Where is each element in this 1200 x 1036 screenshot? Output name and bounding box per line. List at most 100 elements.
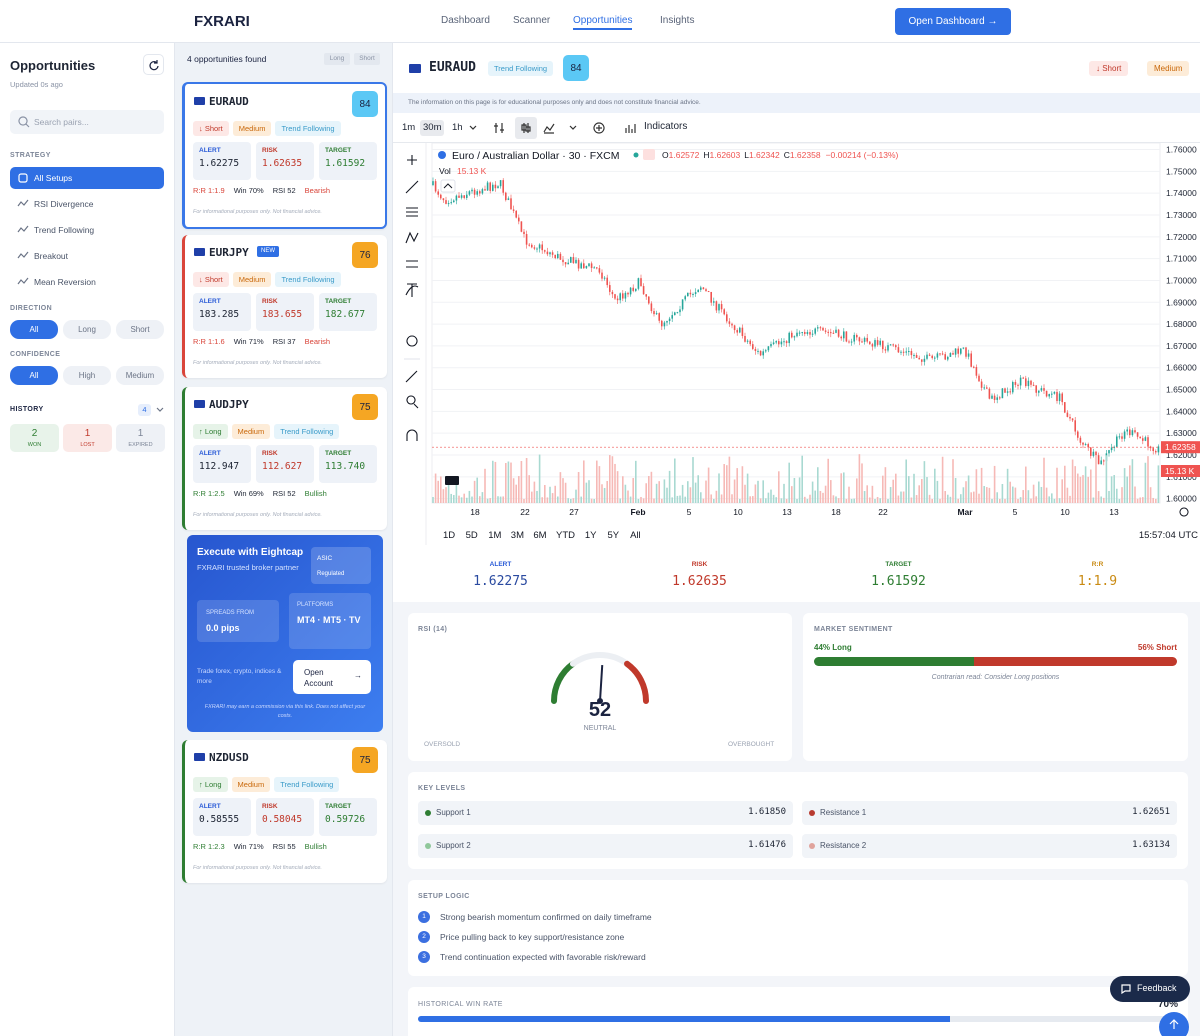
feedback-button[interactable]: Feedback bbox=[1110, 976, 1190, 1002]
volume-bar bbox=[460, 497, 463, 503]
volume-bar bbox=[882, 475, 884, 503]
filter-button[interactable]: Long bbox=[63, 320, 111, 339]
volume-bar bbox=[863, 491, 866, 503]
rsi-state: NEUTRAL bbox=[583, 725, 617, 732]
filter-button[interactable]: Medium bbox=[116, 366, 164, 385]
nav-link[interactable]: Opportunities bbox=[573, 15, 633, 30]
candle-body bbox=[642, 286, 645, 295]
filter-button[interactable]: High bbox=[63, 366, 111, 385]
volume-bar bbox=[492, 460, 494, 503]
volume-bar bbox=[570, 498, 572, 503]
cta-button[interactable]: Open Dashboard → bbox=[895, 8, 1011, 35]
range-button[interactable]: 5Y bbox=[608, 530, 620, 541]
volume-bar bbox=[715, 490, 718, 503]
strategy-item[interactable]: RSI Divergence bbox=[10, 193, 164, 215]
candle-body bbox=[772, 342, 775, 345]
candle-body bbox=[481, 189, 484, 194]
clock: 15:57:04 UTC bbox=[1139, 530, 1198, 541]
scroll-top-button[interactable] bbox=[1159, 1012, 1189, 1036]
strategy-item[interactable]: Trend Following bbox=[10, 219, 164, 241]
volume-bar bbox=[741, 466, 744, 503]
price-label: 1.72000 bbox=[1166, 232, 1197, 242]
indicators[interactable]: Indicators bbox=[644, 121, 688, 132]
strategy-item[interactable]: Mean Reversion bbox=[10, 271, 164, 293]
sentiment-bar bbox=[814, 657, 1177, 666]
level-value: 1.62635 bbox=[262, 158, 303, 169]
candle-body bbox=[752, 344, 754, 349]
range-button[interactable]: 5D bbox=[466, 530, 478, 541]
sentiment-panel: MARKET SENTIMENT 44% Long 56% Short Contrar… bbox=[803, 613, 1188, 761]
range-button[interactable]: All bbox=[630, 530, 641, 541]
volume-bar bbox=[923, 461, 926, 503]
tags: ↑ Long Medium Trend Following bbox=[193, 774, 388, 792]
volume-bar bbox=[1105, 455, 1108, 503]
candle-body bbox=[663, 322, 666, 327]
volume-bar bbox=[970, 492, 972, 503]
candle-body bbox=[999, 397, 1001, 399]
nav-link[interactable]: Scanner bbox=[513, 15, 551, 26]
volume-bar bbox=[804, 496, 806, 503]
nav-link[interactable]: Dashboard bbox=[441, 15, 490, 26]
candle-body bbox=[902, 351, 905, 353]
volume-bar bbox=[830, 480, 832, 503]
search-box[interactable]: Search pairs... bbox=[10, 110, 164, 134]
volume-bar bbox=[629, 496, 632, 503]
vol-value: 15.13 K bbox=[457, 166, 487, 176]
pair-name: EURJPY bbox=[209, 246, 249, 259]
interval[interactable]: 1h bbox=[452, 122, 463, 133]
interval[interactable]: 1m bbox=[402, 122, 416, 133]
strategy-item[interactable]: All Setups bbox=[10, 167, 164, 189]
history-count: 4 bbox=[138, 404, 151, 416]
candle-body bbox=[983, 387, 985, 389]
filter-button[interactable]: All bbox=[10, 320, 58, 339]
icon-shape bbox=[17, 199, 29, 207]
range-button[interactable]: 3M bbox=[511, 530, 524, 541]
opportunity-card[interactable]: EURAUD 84 ↓ Short Medium Trend Following ALER… bbox=[182, 82, 387, 229]
strategy-item[interactable]: Breakout bbox=[10, 245, 164, 267]
volume-bar bbox=[450, 493, 452, 503]
candle-toggle[interactable] bbox=[515, 117, 537, 139]
price-label: 1.71000 bbox=[1166, 254, 1197, 264]
candle-body bbox=[624, 292, 627, 299]
volume-bar bbox=[468, 490, 471, 503]
icon-shape bbox=[593, 122, 605, 134]
candle-body bbox=[957, 348, 959, 354]
open-account-button[interactable]: Open Account → bbox=[293, 660, 371, 694]
opportunity-card[interactable]: EURJPY NEW 76 ↓ Short Medium Trend Following A… bbox=[182, 235, 387, 378]
range-button[interactable]: YTD bbox=[556, 530, 575, 541]
volume-bar bbox=[1095, 455, 1097, 503]
nav-link[interactable]: Insights bbox=[660, 15, 695, 26]
volume-bar bbox=[778, 471, 780, 503]
toggle[interactable]: Long bbox=[324, 53, 350, 65]
candle-body bbox=[793, 336, 796, 338]
candle-body bbox=[1056, 391, 1058, 401]
refresh-button[interactable] bbox=[143, 54, 164, 75]
candle-body bbox=[549, 252, 551, 255]
candle-body bbox=[1095, 451, 1097, 456]
filter-button[interactable]: All bbox=[10, 366, 58, 385]
level-box: ALERT 1.62275 bbox=[193, 142, 251, 180]
candle-body bbox=[967, 353, 970, 357]
volume-bar bbox=[544, 485, 546, 503]
interval[interactable]: 30m bbox=[420, 120, 445, 136]
range-button[interactable]: 1D bbox=[443, 530, 455, 541]
candle-body bbox=[811, 333, 814, 335]
candle-body bbox=[1157, 446, 1160, 453]
section-label: DIRECTION bbox=[10, 305, 53, 312]
candle-body bbox=[944, 354, 946, 360]
volume-bar bbox=[879, 498, 881, 503]
filter-button[interactable]: Short bbox=[116, 320, 164, 339]
volume-bar bbox=[874, 498, 876, 503]
range-button[interactable]: 1Y bbox=[585, 530, 597, 541]
volume-bar bbox=[744, 484, 746, 503]
opportunity-card[interactable]: NZDUSD 75 ↑ Long Medium Trend Following ALERT… bbox=[182, 740, 387, 883]
tool-icon bbox=[407, 155, 417, 165]
volume-bar bbox=[1087, 476, 1089, 503]
candle-body bbox=[739, 327, 741, 333]
range-button[interactable]: 6M bbox=[533, 530, 546, 541]
opportunity-card[interactable]: AUDJPY 75 ↑ Long Medium Trend Following ALERT… bbox=[182, 387, 387, 530]
toggle[interactable]: Short bbox=[354, 53, 380, 65]
volume-bar bbox=[486, 498, 489, 503]
candle-body bbox=[614, 294, 616, 299]
range-button[interactable]: 1M bbox=[488, 530, 501, 541]
